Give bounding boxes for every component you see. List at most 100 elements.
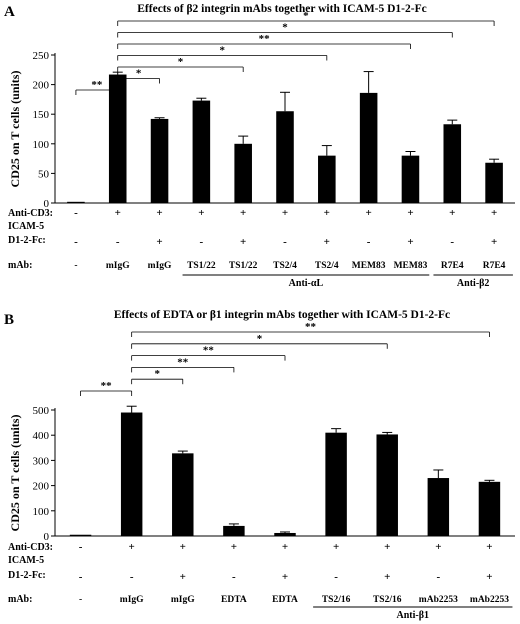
panel-b-row-label-cd3: Anti-CD3: [8,542,53,553]
panel-a-cd3-cell: + [282,207,288,219]
panel-a-d12-cell: - [367,236,371,248]
panel-a-sig-star: * [282,22,288,34]
panel-a-sig-star: * [303,10,309,22]
panel-b-sig-star: ** [101,380,113,392]
panel-b-d12-cell: - [232,571,236,583]
panel-b-mab-cell: - [79,595,82,605]
panel-a-row-label-mab: mAb: [8,260,32,271]
panel-a-y-tick-label: 100 [33,139,50,151]
panel-a-d12-cell: - [74,236,78,248]
panel-a-cd3-cell: + [115,207,121,219]
panel-a-mab-cell: mIgG [148,261,172,271]
panel-a-mab-cell: - [74,261,77,271]
panel-a-group-label: Anti-αL [289,278,324,289]
panel-b-row-label-icam: ICAM-5 [8,555,44,566]
panel-a-sig-star: * [220,45,226,57]
panel-b-bar [478,481,501,536]
panel-a-bar [318,155,336,203]
panel-a-mab-cell: TS2/4 [315,261,339,271]
panel-a-bar [276,111,294,203]
panel-a-y-tick-label: 200 [33,80,50,92]
panel-b-row-label-mab: mAb: [8,594,32,605]
panel-a-cd3-cell: + [156,207,162,219]
panel-b-row-label-d12: D1-2-Fc: [8,570,46,581]
panel-b-cd3-cell: + [333,541,339,553]
panel-b-bar [120,412,143,536]
panel-b-cd3-cell: + [435,541,441,553]
panel-a-mab-cell: MEM83 [394,261,428,271]
panel-a-row-label-cd3: Anti-CD3: [8,208,53,219]
panel-a-bar [67,201,85,203]
panel-a-cd3-cell: + [365,207,371,219]
panel-a-sig-star: * [178,56,184,68]
panel-b-bar [172,453,194,536]
panel-b-mab-cell: EDTA [221,595,247,605]
panel-a-cd3-cell: + [324,207,330,219]
panel-a-d12-cell: - [116,236,120,248]
panel-b-bar [69,534,92,536]
panel-a-mab-cell: TS1/22 [229,261,258,271]
panel-a-mab-cell: mIgG [106,261,130,271]
panel-b-letter: B [4,312,14,328]
panel-a-letter: A [4,4,15,20]
panel-b-mab-cell: EDTA [272,595,298,605]
panel-a-cd3-cell: + [198,207,204,219]
panel-a-d12-cell: + [407,236,413,248]
panel-a-mab-cell: R7E4 [441,261,464,271]
panel-b-y-tick-label: 100 [33,506,50,518]
panel-b-y-tick-label: 400 [33,430,50,442]
panel-a-sig-star: ** [259,33,271,45]
panel-b-mab-cell: mAb2253 [470,595,509,605]
panel-b-d12-cell: + [282,571,288,583]
panel-b-cd3-cell: + [486,541,492,553]
panel-b-chart: 0 100 200 300 400 500 CD25 on T cells (units) *… [8,321,515,621]
panel-a-sig-star: ** [91,79,103,91]
panel-a-group-label: Anti-β2 [457,278,490,289]
panel-a-bar [234,143,252,203]
panel-a-sig-star: * [136,68,142,80]
panel-a-cd3-cell: + [240,207,246,219]
panel-b-d12-cell: - [130,571,134,583]
panel-a-y-tick-label: 0 [44,198,50,210]
panel-a-cd3-cell: + [407,207,413,219]
panel-b-d12-cell: - [436,571,440,583]
panel-a-bar [485,162,503,203]
panel-a-d12-cell: - [450,236,454,248]
panel-a-y-tick-label: 50 [38,168,50,180]
panel-b-sig-star: * [154,368,160,380]
panel-a-y-tick-label: 150 [33,109,50,121]
panel-a-bar [192,100,211,203]
panel-a-mab-cell: TS1/22 [187,261,216,271]
panel-b-cd3-cell: + [231,541,237,553]
panel-a-cd3-cell: + [449,207,455,219]
panel-b-bar [325,432,347,536]
panel-b-y-axis-label: CD25 on T cells (units) [8,415,22,532]
panel-b-bar [274,532,296,536]
panel-a-mab-cell: MEM83 [352,261,386,271]
panel-a-row-label-d12: D1-2-Fc: [8,235,46,246]
panel-b-cd3-cell: + [129,541,135,553]
panel-b-group-label: Anti-β1 [397,610,430,621]
panel-b-sig-star: * [257,333,263,345]
panel-b-y-tick-label: 200 [33,481,50,493]
panel-a-d12-cell: + [324,236,330,248]
panel-b-y-tick-label: 0 [44,531,50,543]
panel-b-mab-cell: mAb2253 [419,595,458,605]
panel-a-d12-cell: + [491,236,497,248]
panel-b-mab-cell: mIgG [120,595,144,605]
panel-b-mab-cell: TS2/16 [373,595,402,605]
panel-b-bar [223,525,245,536]
panel-a-y-tick-label: 250 [33,50,50,62]
panel-b-d12-cell: - [334,571,338,583]
panel-b-cd3-cell: + [282,541,288,553]
panel-b-cd3-cell: + [180,541,186,553]
panel-b-title: Effects of EDTA or β1 integrin mAbs toge… [114,309,450,321]
panel-a-cd3-cell: + [491,207,497,219]
panel-b-d12-cell: + [486,571,492,583]
panel-a-d12-cell: + [240,236,246,248]
panel-a-bar [150,118,169,203]
panel-a-bar [108,74,127,203]
panel-b-d12-cell: - [79,571,83,583]
